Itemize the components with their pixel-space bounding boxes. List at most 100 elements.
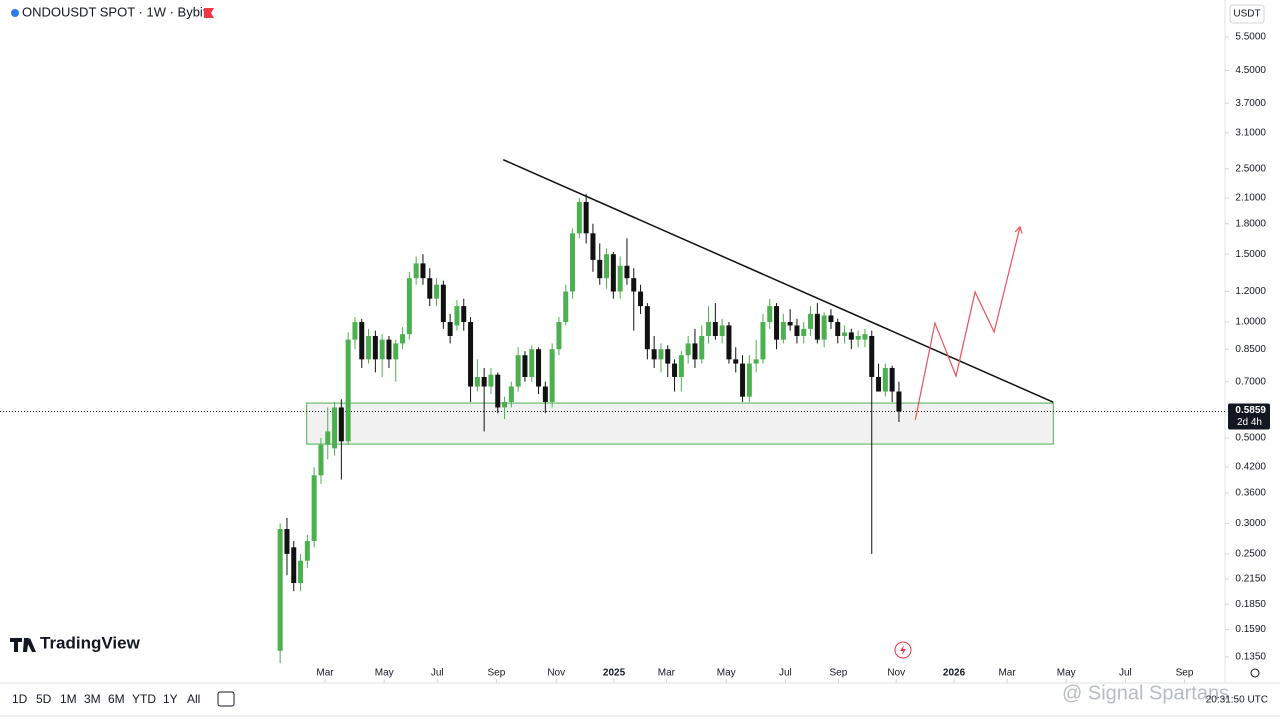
candle-body bbox=[842, 332, 848, 336]
event-bolt bbox=[900, 645, 906, 655]
candle-body bbox=[291, 547, 297, 584]
candle-body bbox=[794, 325, 800, 336]
y-tick-label: 1.2000 bbox=[1235, 286, 1266, 297]
candle-body bbox=[672, 363, 678, 377]
candle-body bbox=[712, 322, 718, 336]
y-tick-label: 2.5000 bbox=[1235, 163, 1266, 174]
symbol-title: ONDOUSDT SPOT · 1W · Bybit bbox=[22, 4, 207, 19]
x-tick-label: Mar bbox=[316, 668, 334, 679]
last-price-badge bbox=[1228, 403, 1270, 430]
date-range-icon[interactable] bbox=[217, 691, 235, 707]
candle-body bbox=[699, 335, 705, 360]
candle-body bbox=[284, 529, 290, 554]
candle-body bbox=[400, 334, 406, 344]
candle-body bbox=[801, 328, 807, 336]
tv-logo bbox=[10, 638, 36, 652]
y-tick-label: 0.4200 bbox=[1235, 462, 1266, 473]
timeframe-button[interactable]: All bbox=[187, 692, 200, 706]
candle-body bbox=[869, 335, 875, 377]
y-tick-label: 0.3000 bbox=[1235, 518, 1266, 529]
y-tick-label: 2.1000 bbox=[1235, 193, 1266, 204]
x-tick-label: Sep bbox=[487, 668, 505, 679]
symbol-icon bbox=[11, 9, 19, 17]
candle-body bbox=[468, 322, 474, 387]
candle-body bbox=[760, 322, 766, 360]
x-tick-label: Jul bbox=[779, 668, 792, 679]
candle-body bbox=[678, 355, 684, 377]
forecast-arrowhead bbox=[1014, 225, 1023, 234]
y-tick-label: 1.8000 bbox=[1235, 218, 1266, 229]
timeframe-button[interactable]: 6M bbox=[108, 692, 125, 706]
currency-label[interactable]: USDT bbox=[1233, 9, 1260, 20]
candle-body bbox=[393, 343, 399, 360]
candle-body bbox=[304, 540, 310, 561]
candle-body bbox=[508, 386, 514, 402]
settings-icon[interactable] bbox=[1250, 668, 1260, 678]
candle-body bbox=[454, 306, 460, 326]
y-tick-label: 1.5000 bbox=[1235, 249, 1266, 260]
x-tick-label: Mar bbox=[998, 668, 1016, 679]
candle-body bbox=[706, 322, 712, 336]
timeframe-button[interactable]: YTD bbox=[132, 692, 156, 706]
candle-body bbox=[332, 407, 338, 449]
candle-body bbox=[413, 263, 419, 279]
candle-body bbox=[447, 322, 453, 336]
x-tick-label: May bbox=[375, 668, 394, 679]
candle-body bbox=[692, 343, 698, 360]
timeframe-button[interactable]: 1Y bbox=[163, 692, 178, 706]
y-tick-label: 0.5000 bbox=[1235, 433, 1266, 444]
candle-body bbox=[835, 322, 841, 336]
y-tick-label: 3.1000 bbox=[1235, 127, 1266, 138]
branding: TradingView bbox=[40, 633, 141, 652]
candle-body bbox=[474, 376, 480, 387]
candle-body bbox=[814, 313, 820, 340]
candle-body bbox=[719, 325, 725, 336]
candle-body bbox=[774, 306, 780, 340]
candle-body bbox=[780, 322, 786, 340]
y-tick-label: 0.8500 bbox=[1235, 344, 1266, 355]
candle-body bbox=[882, 367, 888, 392]
candle-body bbox=[876, 376, 882, 392]
timeframe-button[interactable]: 1D bbox=[12, 692, 28, 706]
candle-body bbox=[848, 332, 854, 340]
candle-body bbox=[372, 335, 378, 360]
candle-body bbox=[440, 284, 446, 323]
candle-body bbox=[488, 374, 494, 387]
candle-body bbox=[665, 349, 671, 364]
candle-body bbox=[685, 343, 691, 356]
candle-body bbox=[828, 315, 834, 323]
x-tick-label: Jul bbox=[431, 668, 444, 679]
candle-body bbox=[298, 560, 304, 584]
x-tick-label: 2026 bbox=[943, 668, 966, 679]
candle-body bbox=[746, 363, 752, 397]
timeframe-button[interactable]: 1M bbox=[60, 692, 77, 706]
candle-body bbox=[529, 349, 535, 377]
candle-body bbox=[583, 201, 589, 234]
currency-button[interactable] bbox=[1229, 4, 1265, 24]
timeframe-button[interactable]: 3M bbox=[84, 692, 101, 706]
candle-body bbox=[461, 306, 467, 323]
candle-body bbox=[277, 529, 283, 651]
candle-body bbox=[366, 335, 372, 360]
candle-body bbox=[896, 391, 902, 412]
candle-body bbox=[338, 407, 344, 442]
candle-body bbox=[889, 367, 895, 392]
event-icon[interactable] bbox=[894, 641, 912, 659]
candle-body bbox=[522, 355, 528, 377]
candle-body bbox=[753, 359, 759, 364]
x-tick-label: 2025 bbox=[603, 668, 626, 679]
candle-body bbox=[658, 349, 664, 360]
candle-body bbox=[549, 349, 555, 402]
candle-body bbox=[726, 325, 732, 360]
candle-body bbox=[502, 401, 508, 408]
candle-body bbox=[787, 322, 793, 326]
timeframe-button[interactable]: 5D bbox=[36, 692, 52, 706]
candle-body bbox=[617, 265, 623, 292]
candle-body bbox=[325, 431, 331, 445]
countdown-label: 2d 4h bbox=[1237, 417, 1262, 428]
candle-body bbox=[862, 334, 868, 340]
y-tick-label: 0.7000 bbox=[1235, 376, 1266, 387]
y-tick-label: 0.1350 bbox=[1235, 652, 1266, 663]
